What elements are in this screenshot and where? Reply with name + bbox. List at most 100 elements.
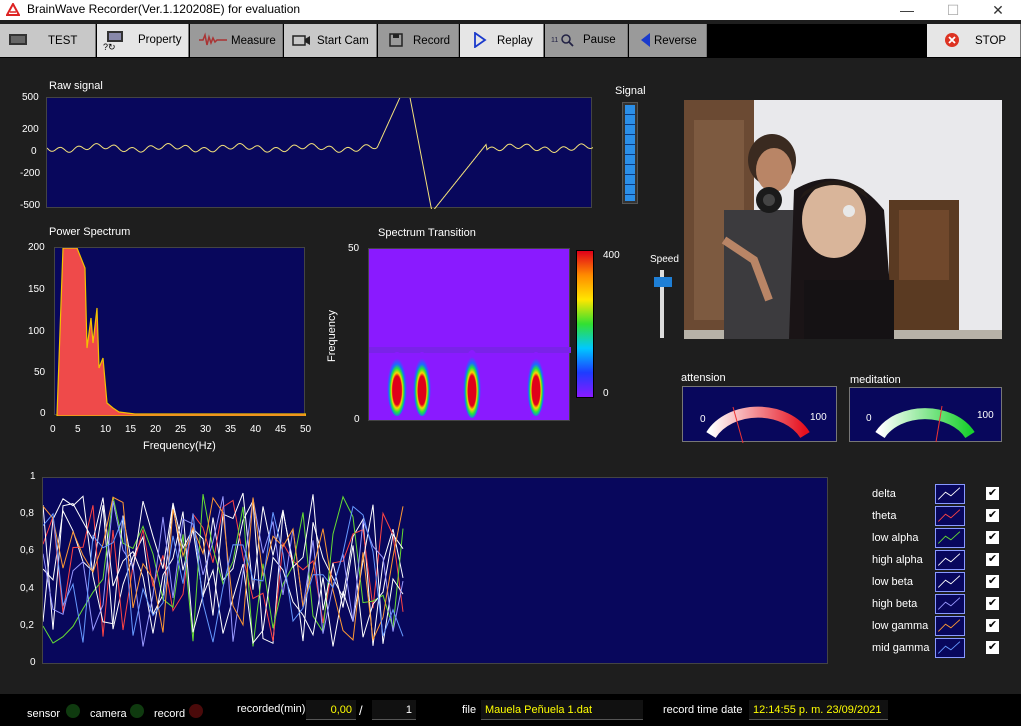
waves-ytick: 0 (30, 657, 36, 668)
record-date-value: 12:14:55 p. m. 23/09/2021 (749, 700, 888, 720)
svg-text:11: 11 (551, 37, 558, 44)
waves-ytick: 0,6 (20, 545, 34, 556)
waves-ytick: 0,8 (20, 508, 34, 519)
legend-row: theta ✔ (872, 506, 1012, 526)
record-label: Record (413, 35, 451, 47)
legend-label: low beta (872, 576, 913, 588)
sensor-led (66, 704, 80, 718)
legend-row: mid gamma ✔ (872, 638, 1012, 658)
legend-swatch (935, 572, 965, 592)
file-value: Mauela Peñuela 1.dat (481, 700, 643, 720)
legend-checkbox[interactable]: ✔ (986, 619, 999, 632)
legend-checkbox[interactable]: ✔ (986, 575, 999, 588)
property-icon: ?↻ (103, 31, 123, 51)
waves-ytick: 1 (30, 471, 36, 482)
maximize-button[interactable]: ☐ (946, 2, 960, 18)
raw-signal-title: Raw signal (49, 80, 103, 92)
camera-feed (684, 100, 1002, 339)
reverse-label: Reverse (654, 35, 697, 47)
spectrum-colorbar (576, 250, 594, 398)
power-spectrum-xtick: 40 (250, 424, 262, 435)
wave-line (42, 494, 404, 647)
speed-slider-track[interactable] (660, 270, 664, 338)
test-label: TEST (48, 35, 78, 47)
raw-signal-plot (46, 95, 594, 212)
close-button[interactable]: ✕ (992, 2, 1004, 18)
record-status-label: record (154, 708, 186, 720)
power-spectrum-xtick: 10 (100, 424, 112, 435)
legend-checkbox[interactable]: ✔ (986, 509, 999, 522)
legend-label: high alpha (872, 554, 923, 566)
window-title: BrainWave Recorder(Ver.1.120208E) for ev… (27, 2, 301, 16)
pause-button[interactable]: 11 Pause (545, 24, 628, 57)
record-button[interactable]: Record (378, 24, 459, 57)
power-spectrum-xtick: 50 (300, 424, 312, 435)
attension-gauge: 0 100 (682, 386, 837, 444)
spectrum-transition-ylabel: Frequency (326, 310, 338, 362)
legend-checkbox[interactable]: ✔ (986, 531, 999, 544)
power-spectrum-ytick: 200 (28, 242, 45, 253)
power-spectrum-ytick: 0 (40, 408, 46, 419)
attension-min: 0 (700, 414, 706, 425)
spectrum-transition-ytick: 0 (354, 414, 360, 425)
spectrum-transition-heatmap (369, 347, 571, 418)
reverse-button[interactable]: Reverse (629, 24, 707, 57)
measure-button[interactable]: Measure (190, 24, 283, 57)
monitor-icon (9, 34, 27, 45)
test-button[interactable]: TEST (0, 24, 96, 57)
waves-chart (42, 492, 404, 647)
power-spectrum-chart (56, 247, 307, 417)
legend-checkbox[interactable]: ✔ (986, 487, 999, 500)
legend-checkbox[interactable]: ✔ (986, 553, 999, 566)
start-cam-button[interactable]: Start Cam (284, 24, 377, 57)
app-logo-icon (6, 3, 20, 16)
signal-meter (622, 102, 638, 204)
replay-label: Replay (497, 35, 533, 47)
recorded-total: 1 (372, 700, 416, 720)
stop-button[interactable]: STOP (927, 24, 1021, 57)
attension-title: attension (681, 372, 726, 384)
legend-checkbox[interactable]: ✔ (986, 597, 999, 610)
replay-button[interactable]: Replay (460, 24, 544, 57)
legend-row: low beta ✔ (872, 572, 1012, 592)
waves-plot (42, 477, 828, 664)
wave-line (42, 496, 404, 642)
recorded-separator: / (359, 703, 363, 718)
property-button[interactable]: ?↻ Property (97, 24, 189, 57)
raw-signal-ytick: -500 (20, 200, 41, 211)
camera-icon (292, 35, 310, 46)
camera-label: camera (90, 708, 127, 720)
floppy-disk-icon (389, 33, 403, 47)
recorded-value: 0,00 (306, 700, 356, 720)
minimize-button[interactable]: — (900, 2, 914, 18)
speed-slider-thumb[interactable] (654, 277, 672, 287)
attension-dial (706, 406, 810, 444)
raw-signal-trace (46, 95, 594, 212)
camera-led (130, 704, 144, 718)
legend-swatch (935, 484, 965, 504)
power-spectrum-xtick: 25 (175, 424, 187, 435)
power-spectrum-title: Power Spectrum (49, 226, 131, 238)
raw-signal-ytick: 0 (31, 146, 37, 157)
power-spectrum-ytick: 50 (34, 367, 46, 378)
record-led (189, 704, 203, 718)
power-spectrum-xtick: 0 (50, 424, 56, 435)
legend-checkbox[interactable]: ✔ (986, 641, 999, 654)
waves-ytick: 0,2 (20, 620, 34, 631)
legend-label: low gamma (872, 620, 929, 632)
power-spectrum-xtick: 35 (225, 424, 237, 435)
spectrum-transition-plot (368, 248, 571, 421)
legend-swatch (935, 638, 965, 658)
power-spectrum-ytick: 100 (28, 326, 45, 337)
spectrum-transition-title: Spectrum Transition (378, 227, 476, 239)
pause-label: Pause (583, 34, 616, 46)
legend-swatch (935, 594, 965, 614)
recorded-label: recorded(min) (237, 703, 306, 715)
camera-scene-image (684, 100, 1002, 339)
power-spectrum-xtick: 5 (75, 424, 81, 435)
start-cam-label: Start Cam (317, 35, 369, 47)
legend-label: delta (872, 488, 896, 500)
toolbar: TEST ?↻ Property Measure Start Cam Recor… (0, 24, 1021, 58)
stop-label: STOP (975, 35, 1007, 47)
wave-line (42, 498, 404, 646)
